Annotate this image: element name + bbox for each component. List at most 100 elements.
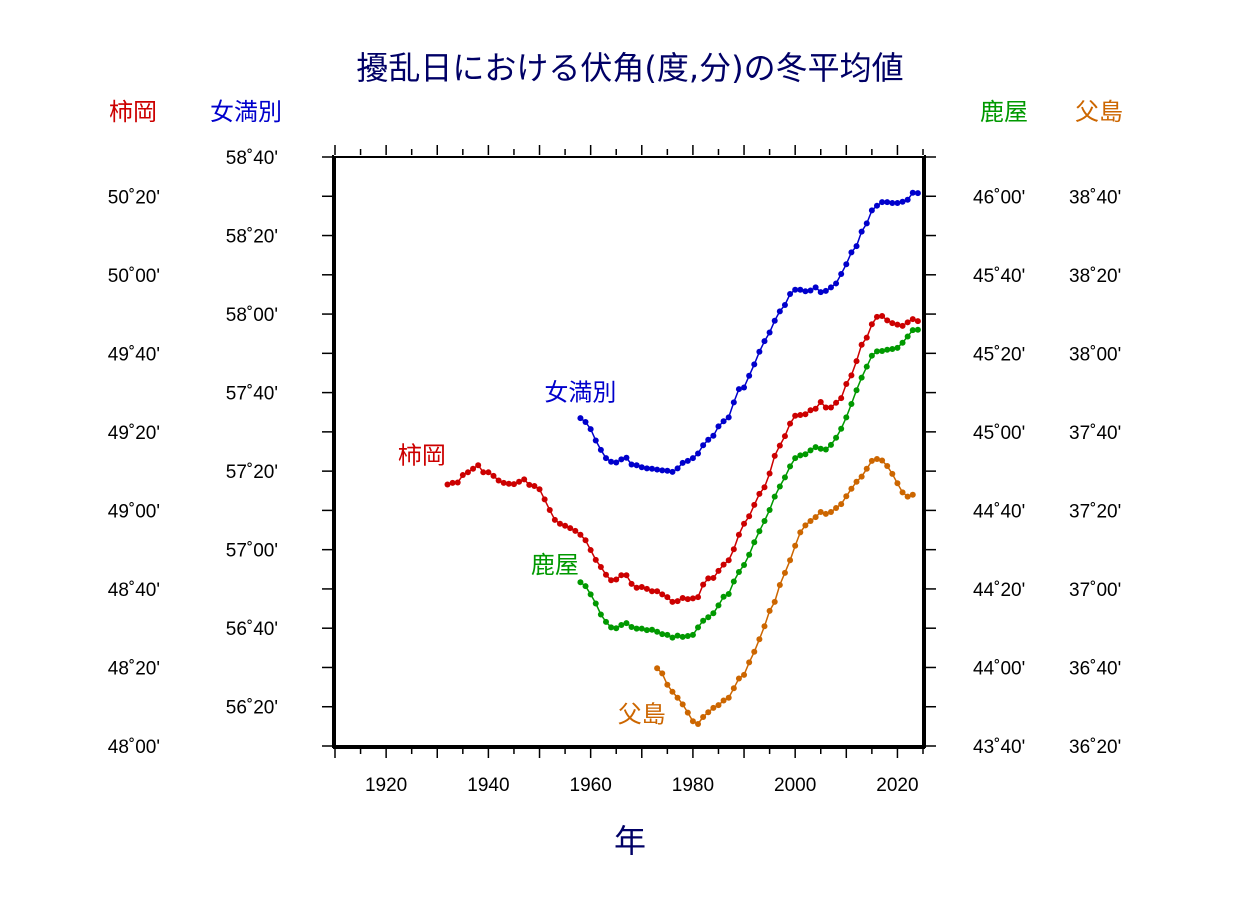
data-point: [526, 481, 533, 488]
data-point: [879, 347, 886, 354]
data-point: [863, 465, 870, 472]
data-point: [787, 557, 794, 564]
data-point: [884, 463, 891, 470]
y-tick-label: 38˚20': [1069, 266, 1121, 287]
data-point: [628, 461, 635, 468]
series-line: [579, 191, 918, 473]
data-point: [879, 313, 886, 320]
data-point: [766, 507, 773, 514]
data-point: [464, 469, 471, 476]
data-point: [833, 505, 840, 512]
data-point: [797, 411, 804, 418]
data-point: [792, 412, 799, 419]
axis-header-kanoya: 鹿屋: [980, 98, 1028, 126]
y-tick-label: 45˚20': [973, 344, 1025, 365]
data-point: [899, 322, 906, 329]
data-point: [792, 455, 799, 462]
y-tick-label: 45˚00': [973, 423, 1025, 444]
data-point: [649, 626, 656, 633]
data-point: [904, 196, 911, 203]
data-point: [700, 581, 707, 588]
data-point: [510, 481, 517, 488]
data-point: [664, 631, 671, 638]
data-point: [725, 591, 732, 598]
data-point: [833, 399, 840, 406]
x-tick-label: 1920: [365, 775, 407, 796]
data-point: [633, 462, 640, 469]
data-point: [909, 189, 916, 196]
data-point: [618, 622, 625, 629]
data-point: [659, 631, 666, 638]
data-point: [873, 313, 880, 320]
data-point: [551, 516, 558, 523]
data-point: [541, 496, 548, 503]
x-tick-label: 1940: [467, 775, 509, 796]
data-point: [633, 625, 640, 632]
data-point: [843, 261, 850, 268]
data-point: [684, 596, 691, 603]
data-point: [602, 571, 609, 578]
data-point: [863, 220, 870, 227]
data-point: [597, 563, 604, 570]
data-point: [633, 584, 640, 591]
data-point: [766, 329, 773, 336]
data-point: [756, 636, 763, 643]
x-axis-label: 年: [614, 822, 646, 860]
data-point: [751, 539, 758, 546]
data-point: [710, 432, 717, 439]
data-point: [705, 709, 712, 716]
data-point: [587, 591, 594, 598]
data-point: [746, 513, 753, 520]
plot-frame: [334, 156, 924, 747]
data-point: [827, 441, 834, 448]
y-tick-label: 43˚40': [973, 737, 1025, 758]
data-point: [909, 327, 916, 334]
data-point: [838, 271, 845, 278]
data-point: [715, 702, 722, 709]
data-point: [470, 465, 477, 472]
y-tick-label: 46˚00': [973, 187, 1025, 208]
data-point: [751, 648, 758, 655]
data-point: [853, 387, 860, 394]
data-point: [669, 688, 676, 695]
data-point: [848, 485, 855, 492]
data-point: [812, 284, 819, 291]
data-point: [613, 576, 620, 583]
y-tick-label: 44˚20': [973, 580, 1025, 601]
data-point: [879, 457, 886, 464]
data-point: [730, 578, 737, 585]
data-point: [454, 479, 461, 486]
data-point: [669, 468, 676, 475]
data-point: [720, 593, 727, 600]
data-point: [889, 346, 896, 353]
data-point: [853, 478, 860, 485]
data-point: [868, 457, 875, 464]
data-point: [567, 525, 574, 532]
data-point: [679, 594, 686, 601]
data-point: [664, 594, 671, 601]
y-tick-label: 36˚40': [1069, 658, 1121, 679]
data-point: [597, 446, 604, 453]
data-point: [700, 442, 707, 449]
data-point: [781, 433, 788, 440]
data-point: [602, 618, 609, 625]
data-point: [822, 287, 829, 294]
data-point: [817, 399, 824, 406]
data-point: [628, 624, 635, 631]
data-point: [684, 633, 691, 640]
data-point: [853, 358, 860, 365]
data-point: [643, 585, 650, 592]
data-point: [735, 569, 742, 576]
data-point: [781, 569, 788, 576]
data-point: [858, 341, 865, 348]
data-point: [746, 659, 753, 666]
series-1: [577, 189, 921, 475]
data-point: [853, 243, 860, 250]
data-point: [756, 528, 763, 535]
data-point: [884, 199, 891, 206]
data-point: [705, 436, 712, 443]
y-tick-label: 48˚00': [108, 737, 160, 758]
data-point: [695, 721, 702, 728]
y-tick-label: 58˚00': [226, 305, 278, 326]
data-point: [761, 338, 768, 345]
